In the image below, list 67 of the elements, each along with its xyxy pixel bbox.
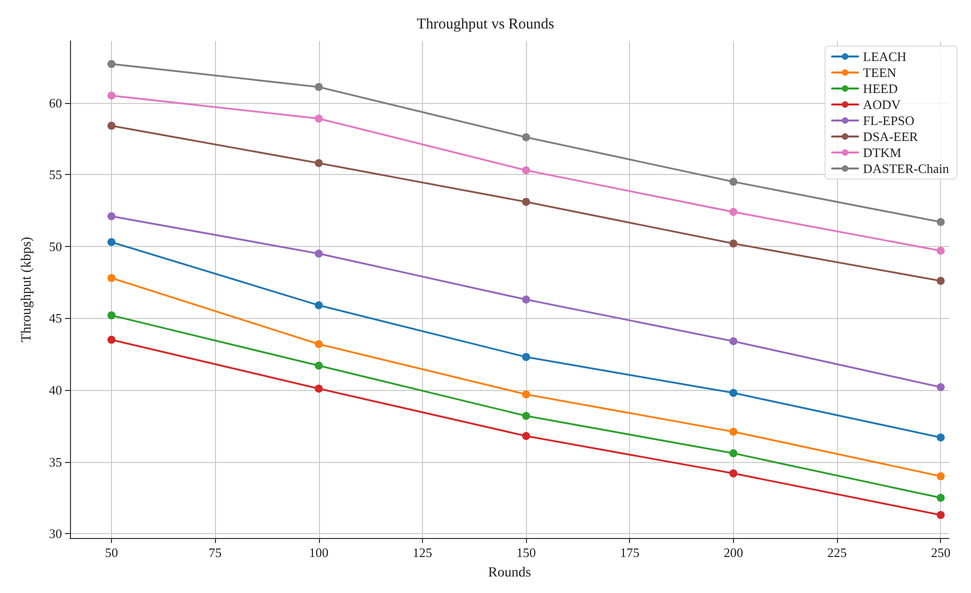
point <box>107 122 116 130</box>
point <box>729 178 738 186</box>
legend-label: DSA-EER <box>863 129 918 144</box>
x-tick-label: 175 <box>620 545 640 560</box>
legend-label: FL-EPSO <box>863 113 914 128</box>
point <box>522 166 530 174</box>
legend-label: DASTER-Chain <box>863 161 950 176</box>
point <box>107 60 116 68</box>
x-tick-label: 200 <box>724 545 744 560</box>
point <box>729 428 738 436</box>
point <box>729 388 738 397</box>
point <box>314 362 323 370</box>
x-tick-label: 75 <box>208 545 222 560</box>
point <box>107 212 116 220</box>
point <box>314 159 323 168</box>
x-tick-label: 150 <box>516 545 536 560</box>
x-axis-title: Rounds <box>488 566 531 580</box>
y-tick-label: 40 <box>49 382 62 398</box>
point <box>522 296 530 304</box>
legend-label: TEEN <box>863 65 897 80</box>
point <box>107 311 116 320</box>
point <box>936 383 945 392</box>
x-tick-label: 225 <box>827 545 847 560</box>
point <box>314 301 323 310</box>
point <box>936 218 945 226</box>
point <box>314 340 323 348</box>
y-tick-label: 55 <box>49 167 62 182</box>
point <box>107 274 116 282</box>
point <box>522 390 530 398</box>
point <box>729 469 738 478</box>
x-tick-label: 125 <box>412 545 432 560</box>
x-tick-label: 250 <box>930 545 950 560</box>
legend-label: AODV <box>863 97 902 112</box>
legend-label: LEACH <box>863 49 906 64</box>
y-tick-label: 35 <box>49 454 62 470</box>
point <box>314 384 323 393</box>
point <box>314 250 323 258</box>
point <box>314 82 323 91</box>
point <box>936 472 945 480</box>
point <box>936 494 945 502</box>
point <box>729 449 738 458</box>
x-tick-label: 100 <box>309 545 329 560</box>
point <box>522 412 530 420</box>
chart-title: Throughput vs Rounds <box>416 16 554 32</box>
legend-label: DTKM <box>863 145 902 160</box>
point <box>936 246 945 255</box>
y-tick-label: 30 <box>49 526 62 542</box>
point <box>522 353 530 362</box>
point <box>729 337 738 346</box>
point <box>936 276 945 285</box>
y-axis-title: Throughput (kbps) <box>20 236 34 342</box>
point <box>936 511 945 520</box>
y-tick-label: 50 <box>49 238 62 254</box>
point <box>729 208 738 216</box>
point <box>314 114 323 123</box>
point <box>936 433 945 442</box>
point <box>107 238 116 246</box>
legend-label: HEED <box>863 81 898 96</box>
point <box>107 336 116 344</box>
point <box>522 432 530 440</box>
point <box>729 240 738 248</box>
point <box>522 198 530 206</box>
point <box>522 133 530 142</box>
y-tick-label: 45 <box>49 310 62 326</box>
point <box>107 92 116 100</box>
x-tick-label: 50 <box>104 545 118 560</box>
y-tick-label: 60 <box>49 95 62 110</box>
